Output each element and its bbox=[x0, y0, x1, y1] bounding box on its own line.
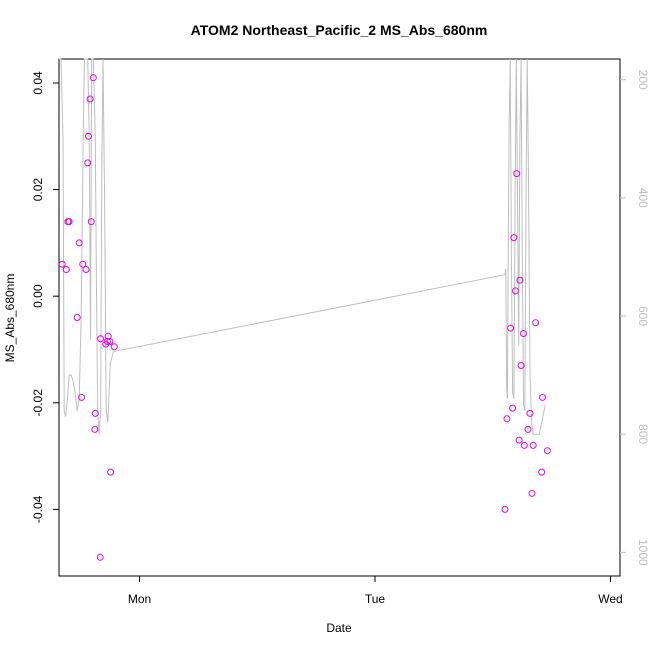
data-point bbox=[517, 362, 525, 369]
right-tick-label: 400 bbox=[636, 188, 650, 208]
y-tick-label: -0.04 bbox=[31, 495, 45, 523]
x-tick-label: Tue bbox=[365, 592, 386, 606]
data-point bbox=[515, 436, 523, 444]
data-point bbox=[516, 276, 524, 284]
data-point bbox=[507, 324, 515, 332]
y-tick-label: -0.02 bbox=[31, 389, 45, 417]
data-point bbox=[78, 393, 86, 401]
data-point bbox=[107, 468, 115, 476]
x-axis-label: Date bbox=[326, 621, 352, 635]
right-axis: 200 400 600 800 1000 bbox=[620, 70, 650, 566]
y-axis: -0.04 -0.02 0.00 0.02 0.04 bbox=[31, 71, 59, 523]
data-point bbox=[543, 447, 551, 455]
x-tick-label: Mon bbox=[128, 592, 151, 606]
right-tick-label: 200 bbox=[636, 70, 650, 90]
data-point bbox=[503, 415, 511, 423]
y-tick-label: 0.02 bbox=[31, 178, 45, 202]
right-tick-label: 800 bbox=[636, 424, 650, 444]
data-point bbox=[509, 404, 517, 412]
data-point bbox=[91, 425, 99, 433]
points-layer bbox=[58, 74, 551, 561]
y-tick-label: 0.00 bbox=[31, 284, 45, 308]
data-point bbox=[510, 234, 518, 242]
data-point bbox=[524, 425, 532, 433]
depth-line-layer bbox=[59, 58, 546, 435]
data-point bbox=[58, 260, 66, 268]
data-point bbox=[520, 330, 527, 337]
data-point bbox=[110, 343, 118, 351]
data-point bbox=[89, 74, 97, 82]
data-point bbox=[86, 95, 94, 103]
data-point bbox=[91, 409, 99, 417]
data-point bbox=[513, 170, 521, 178]
data-point bbox=[82, 266, 90, 273]
data-point bbox=[529, 441, 537, 449]
right-tick-label: 1000 bbox=[636, 539, 650, 566]
y-tick-label: 0.04 bbox=[31, 71, 45, 95]
x-tick-label: Wed bbox=[598, 592, 622, 606]
data-point bbox=[538, 468, 546, 476]
data-point bbox=[87, 218, 95, 226]
data-point bbox=[512, 287, 519, 295]
depth-line bbox=[59, 58, 546, 435]
data-point bbox=[528, 489, 536, 497]
x-axis: Mon Tue Wed bbox=[128, 576, 623, 606]
y-axis-label: MS_Abs_680nm bbox=[3, 274, 17, 363]
data-point bbox=[501, 505, 509, 513]
data-point bbox=[106, 338, 114, 345]
data-point bbox=[85, 132, 92, 140]
data-point bbox=[539, 393, 546, 401]
data-point bbox=[65, 218, 73, 226]
data-point bbox=[73, 314, 81, 321]
data-point bbox=[96, 553, 104, 561]
data-point bbox=[97, 335, 105, 343]
data-point bbox=[79, 260, 87, 268]
plot-frame bbox=[58, 58, 621, 577]
data-point bbox=[532, 319, 540, 327]
data-point bbox=[75, 239, 83, 247]
data-point bbox=[526, 409, 534, 417]
data-point bbox=[62, 266, 70, 273]
data-point bbox=[520, 441, 528, 449]
data-point bbox=[103, 338, 111, 345]
right-tick-label: 600 bbox=[636, 306, 650, 326]
data-point bbox=[84, 159, 92, 167]
chart-title: ATOM2 Northeast_Pacific_2 MS_Abs_680nm bbox=[191, 22, 488, 38]
